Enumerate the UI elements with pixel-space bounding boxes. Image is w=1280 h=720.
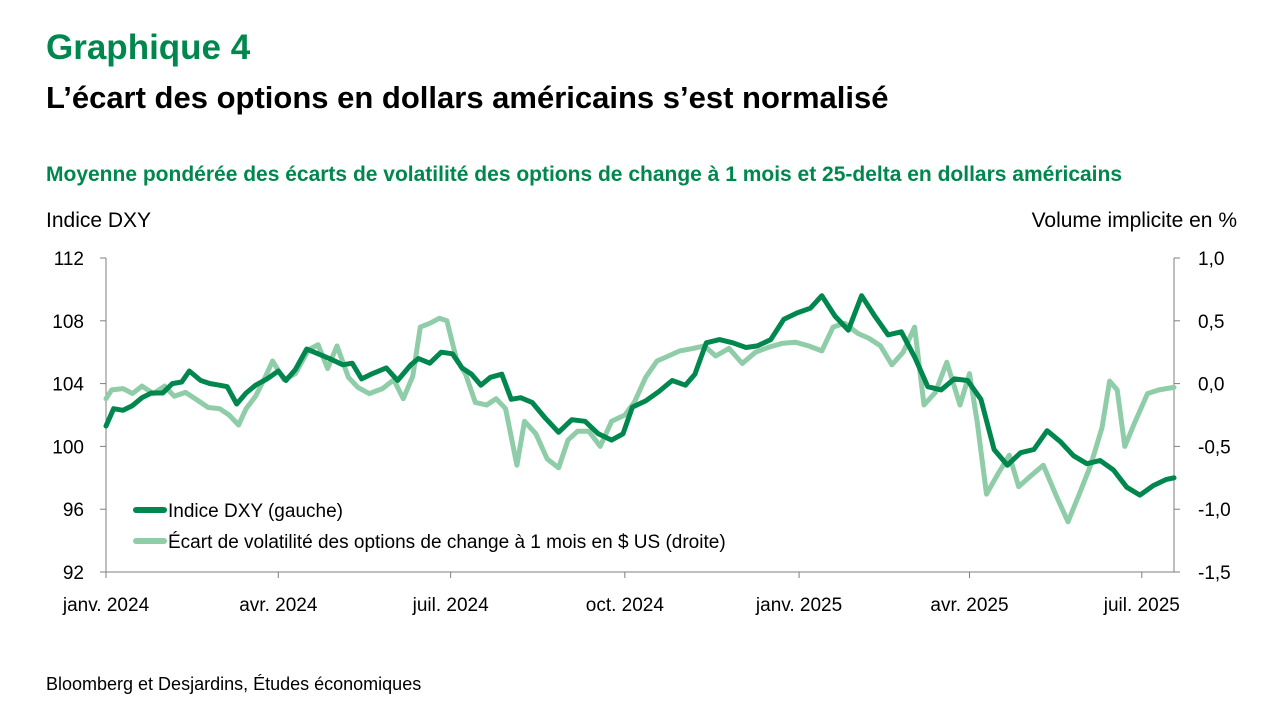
y-right-tick-label: 0,5	[1198, 312, 1224, 333]
y-left-tick-label: 108	[52, 312, 84, 333]
x-tick-label: juil. 2025	[1103, 595, 1180, 616]
x-tick-label: janv. 2025	[755, 595, 842, 616]
series-line-volatility	[103, 315, 1177, 525]
graph-number: Graphique 4	[46, 28, 251, 67]
y-right-tick-label: 0,0	[1198, 375, 1224, 396]
y-right-tick-label: -0,5	[1198, 437, 1231, 458]
x-tick-label: avr. 2025	[930, 595, 1008, 616]
y-left-tick-label: 96	[63, 500, 84, 521]
chart-series	[103, 293, 1177, 525]
legend-label: Indice DXY (gauche)	[168, 501, 343, 522]
y-right-tick-label: -1,5	[1198, 563, 1231, 584]
source-note: Bloomberg et Desjardins, Études économiq…	[46, 674, 422, 694]
y-left-tick-label: 100	[52, 437, 84, 458]
x-tick-label: janv. 2024	[62, 595, 150, 616]
chart-subtitle: Moyenne pondérée des écarts de volatilit…	[46, 163, 1123, 186]
chart-title: L’écart des options en dollars américain…	[46, 80, 889, 115]
legend-label: Écart de volatilité des options de chang…	[168, 532, 726, 553]
x-tick-label: oct. 2024	[586, 595, 665, 616]
y-left-axis-label: Indice DXY	[46, 209, 151, 232]
y-right-tick-label: 1,0	[1198, 249, 1224, 270]
y-left-tick-label: 92	[63, 563, 84, 584]
chart-legend: Indice DXY (gauche) Écart de volatilité d…	[133, 501, 726, 553]
y-right-tick-label: -1,0	[1198, 500, 1231, 521]
y-left-tick-label: 104	[52, 375, 84, 396]
x-tick-label: avr. 2024	[239, 595, 318, 616]
series-line-dxy	[103, 293, 1177, 498]
x-tick-label: juil. 2024	[412, 595, 489, 616]
y-right-axis-label: Volume implicite en %	[1032, 209, 1237, 232]
chart-axes: Indice DXY Volume implicite en % 112 108 104…	[46, 209, 1237, 616]
y-left-tick-label: 112	[54, 249, 84, 270]
